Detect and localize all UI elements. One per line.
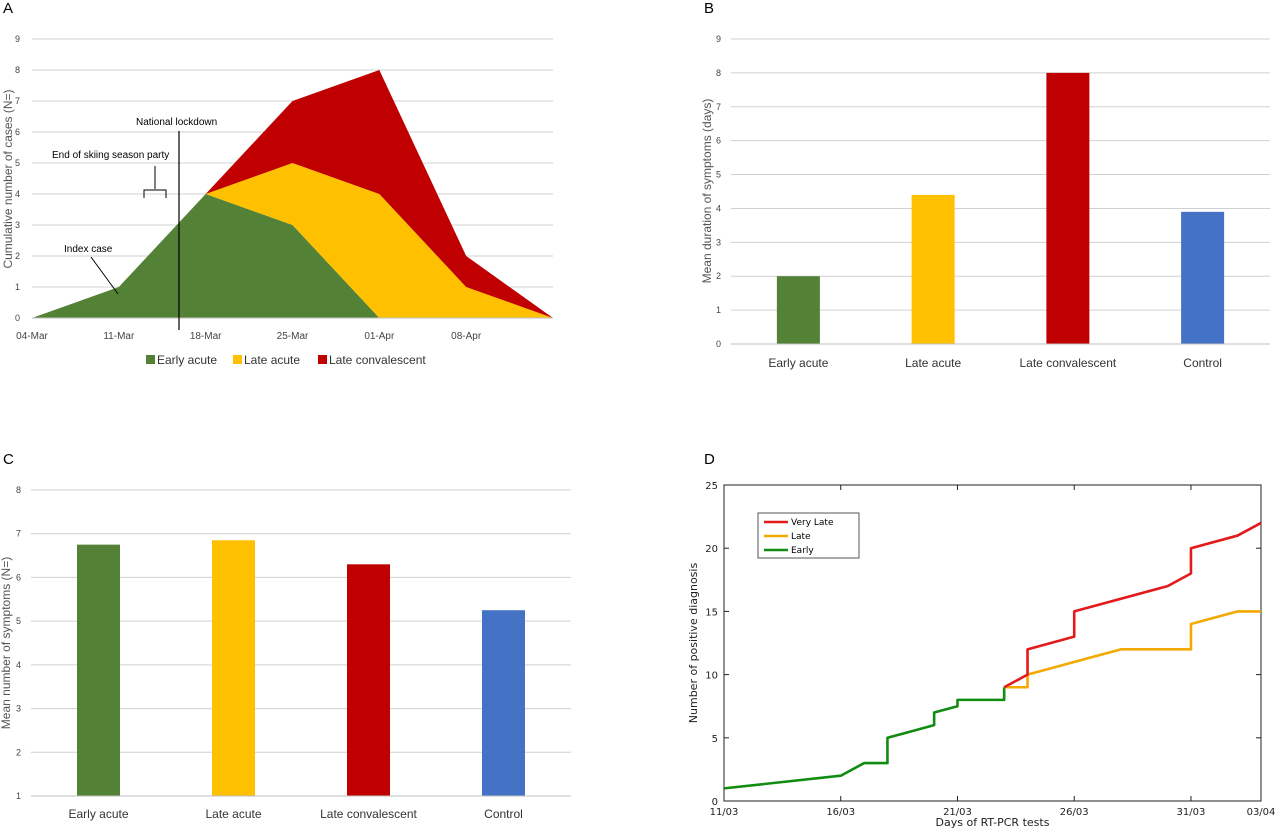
a-annotation-bracket — [143, 189, 167, 198]
a-annotation-index-case: Index case — [64, 244, 113, 255]
d-x-tick-label: 16/03 — [826, 807, 855, 818]
d-y-tick-label: 10 — [705, 671, 718, 682]
b-y-tick-label: 9 — [716, 34, 721, 44]
b-category-label: Late convalescent — [1020, 356, 1117, 370]
b-y-tick-label: 6 — [716, 136, 721, 146]
b-category-label: Control — [1183, 356, 1222, 370]
a-y-tick-label: 7 — [15, 96, 20, 106]
c-bar-early-acute — [77, 544, 120, 796]
a-area-late-convalescent — [32, 70, 553, 318]
d-y-tick-label: 0 — [712, 797, 718, 808]
a-y-tick-label: 0 — [15, 313, 20, 323]
a-annotation-lockdown: National lockdown — [136, 117, 217, 128]
d-legend-label: Very Late — [791, 518, 834, 528]
d-x-tick-label: 31/03 — [1177, 807, 1206, 818]
c-bar-late-convalescent — [347, 564, 390, 796]
a-y-tick-label: 6 — [15, 127, 20, 137]
a-legend-label: Late convalescent — [329, 353, 426, 367]
c-bar-late-acute — [212, 540, 255, 796]
a-y-axis-label: Cumulative number of cases (N=) — [1, 89, 15, 268]
a-y-tick-label: 2 — [15, 251, 20, 261]
d-y-axis-label: Number of positive diagnosis — [687, 563, 700, 724]
c-y-tick-label: 2 — [16, 747, 21, 757]
d-line-very-late — [1003, 521, 1262, 689]
c-bar-control — [482, 610, 525, 796]
b-category-label: Late acute — [905, 356, 961, 370]
b-y-tick-label: 7 — [716, 102, 721, 112]
a-legend-label: Early acute — [157, 353, 217, 367]
a-legend-swatch — [233, 355, 242, 364]
d-line-early — [723, 687, 1006, 790]
b-y-tick-label: 4 — [716, 203, 721, 213]
d-y-tick-label: 5 — [712, 734, 718, 745]
c-y-tick-label: 5 — [16, 616, 21, 626]
c-category-label: Late acute — [205, 807, 261, 821]
a-y-tick-label: 5 — [15, 158, 20, 168]
d-y-tick-label: 20 — [705, 544, 718, 555]
a-y-tick-label: 9 — [15, 34, 20, 44]
d-x-tick-label: 21/03 — [943, 807, 972, 818]
a-y-tick-label: 1 — [15, 282, 20, 292]
panel-letter-b: B — [704, 0, 714, 17]
c-y-tick-label: 7 — [16, 529, 21, 539]
a-y-tick-label: 8 — [15, 65, 20, 75]
b-y-tick-label: 5 — [716, 170, 721, 180]
c-y-tick-label: 4 — [16, 660, 21, 670]
b-bar-control — [1181, 211, 1225, 344]
b-bar-late-acute — [911, 194, 955, 344]
a-y-tick-label: 4 — [15, 189, 20, 199]
b-y-tick-label: 1 — [716, 305, 721, 315]
d-x-tick-label: 26/03 — [1060, 807, 1089, 818]
d-y-tick-label: 15 — [705, 607, 718, 618]
a-x-tick-label: 04-Mar — [16, 331, 48, 342]
a-x-tick-label: 11-Mar — [103, 331, 135, 342]
a-x-tick-label: 25-Mar — [277, 331, 309, 342]
c-category-label: Early acute — [68, 807, 128, 821]
a-annotation-arrow — [90, 256, 119, 295]
panel-letter-c: C — [3, 451, 14, 468]
panel-letter-d: D — [704, 451, 715, 468]
b-y-tick-label: 0 — [716, 339, 721, 349]
d-legend-label: Late — [791, 532, 811, 542]
d-line-late — [1004, 610, 1261, 689]
d-legend-label: Early — [791, 546, 814, 556]
b-y-tick-label: 3 — [716, 237, 721, 247]
b-y-tick-label: 8 — [716, 68, 721, 78]
d-plot-frame — [723, 484, 1262, 802]
c-y-tick-label: 8 — [16, 485, 21, 495]
a-area-late-acute — [32, 163, 553, 318]
b-y-axis-label: Mean duration of symptoms (days) — [700, 99, 714, 284]
a-legend-swatch — [146, 355, 155, 364]
a-annotation-party: End of skiing season party — [52, 150, 169, 161]
c-y-tick-label: 1 — [16, 791, 21, 801]
a-x-tick-label: 08-Apr — [451, 331, 482, 342]
d-x-tick-label: 03/04 — [1247, 807, 1276, 818]
a-x-tick-label: 01-Apr — [364, 331, 395, 342]
c-y-tick-label: 6 — [16, 572, 21, 582]
a-y-tick-label: 3 — [15, 220, 20, 230]
a-area-early-acute — [32, 194, 553, 318]
c-y-axis-label: Mean number of symptoms (N=) — [0, 557, 13, 729]
a-legend-swatch — [318, 355, 327, 364]
d-x-axis-label: Days of RT-PCR tests — [936, 816, 1050, 829]
b-y-tick-label: 2 — [716, 271, 721, 281]
c-category-label: Control — [484, 807, 523, 821]
b-bar-early-acute — [776, 276, 820, 344]
b-category-label: Early acute — [768, 356, 828, 370]
c-category-label: Late convalescent — [320, 807, 417, 821]
d-x-tick-label: 11/03 — [710, 807, 739, 818]
d-y-tick-label: 25 — [705, 481, 718, 492]
c-y-tick-label: 3 — [16, 704, 21, 714]
panel-letter-a: A — [3, 0, 13, 17]
a-x-tick-label: 18-Mar — [190, 331, 222, 342]
b-bar-late-convalescent — [1046, 72, 1090, 344]
a-legend-label: Late acute — [244, 353, 300, 367]
